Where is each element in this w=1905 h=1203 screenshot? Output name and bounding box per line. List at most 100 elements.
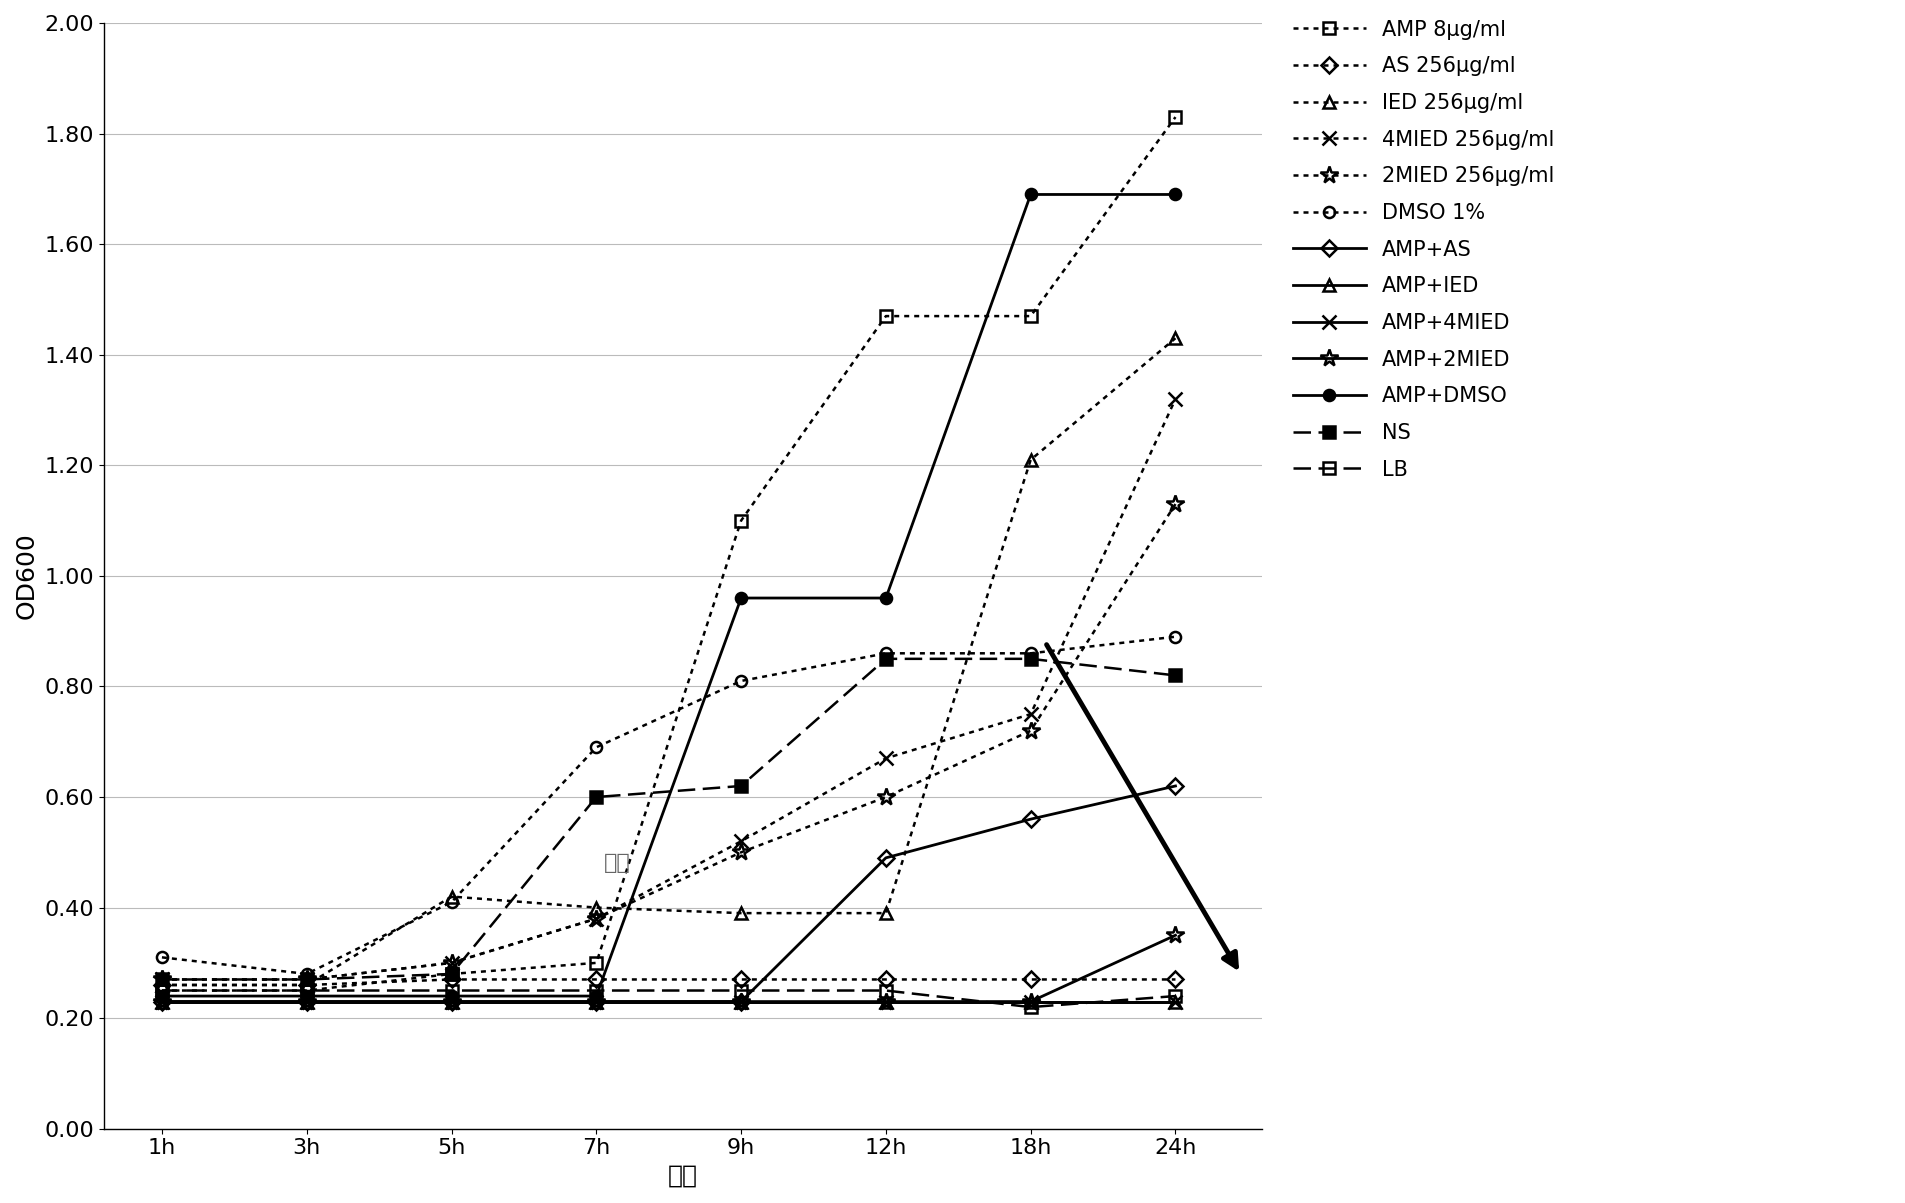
AMP+4MIED: [1164, 995, 1187, 1009]
LB: [1019, 1000, 1042, 1014]
Line: 4MIED 256μg/ml: 4MIED 256μg/ml: [154, 392, 1183, 986]
Line: AMP+DMSO: AMP+DMSO: [156, 189, 1181, 1002]
DMSO 1%: [1019, 646, 1042, 660]
AS 256μg/ml: [874, 972, 897, 986]
AS 256μg/ml: [295, 978, 318, 992]
AS 256μg/ml: [585, 972, 608, 986]
AMP+2MIED: [585, 995, 608, 1009]
AMP+2MIED: [1019, 995, 1042, 1009]
AMP+DMSO: [1164, 188, 1187, 202]
AMP+DMSO: [440, 989, 463, 1003]
Line: AMP 8μg/ml: AMP 8μg/ml: [156, 112, 1181, 996]
4MIED 256μg/ml: [585, 912, 608, 926]
AMP+DMSO: [730, 591, 752, 605]
IED 256μg/ml: [874, 906, 897, 920]
AS 256μg/ml: [1019, 972, 1042, 986]
AS 256μg/ml: [730, 972, 752, 986]
NS: [1164, 668, 1187, 682]
AMP+4MIED: [295, 995, 318, 1009]
Line: AS 256μg/ml: AS 256μg/ml: [156, 974, 1181, 990]
AMP+4MIED: [585, 995, 608, 1009]
DMSO 1%: [295, 967, 318, 982]
DMSO 1%: [585, 740, 608, 754]
Line: 2MIED 256μg/ml: 2MIED 256μg/ml: [152, 494, 1185, 989]
AMP+AS: [295, 995, 318, 1009]
4MIED 256μg/ml: [730, 834, 752, 848]
2MIED 256μg/ml: [874, 790, 897, 805]
DMSO 1%: [150, 950, 173, 965]
LB: [730, 983, 752, 997]
NS: [730, 778, 752, 793]
NS: [874, 652, 897, 666]
Line: AMP+AS: AMP+AS: [156, 781, 1181, 1007]
IED 256μg/ml: [150, 978, 173, 992]
Line: NS: NS: [156, 653, 1181, 985]
NS: [585, 790, 608, 805]
AMP+AS: [150, 995, 173, 1009]
DMSO 1%: [1164, 629, 1187, 644]
Line: LB: LB: [156, 985, 1181, 1013]
LB: [440, 983, 463, 997]
AMP+IED: [295, 995, 318, 1009]
Y-axis label: OD600: OD600: [15, 533, 38, 620]
AS 256μg/ml: [150, 978, 173, 992]
AMP+AS: [440, 995, 463, 1009]
AMP 8μg/ml: [585, 955, 608, 970]
4MIED 256μg/ml: [874, 751, 897, 765]
IED 256μg/ml: [1164, 331, 1187, 345]
AMP+AS: [1019, 812, 1042, 826]
AS 256μg/ml: [440, 972, 463, 986]
AMP 8μg/ml: [150, 983, 173, 997]
AMP+2MIED: [874, 995, 897, 1009]
AMP 8μg/ml: [730, 514, 752, 528]
Line: AMP+IED: AMP+IED: [156, 996, 1181, 1007]
X-axis label: 时间: 时间: [669, 1165, 699, 1189]
AS 256μg/ml: [1164, 972, 1187, 986]
AMP+DMSO: [1019, 188, 1042, 202]
DMSO 1%: [440, 895, 463, 909]
AMP+IED: [585, 995, 608, 1009]
LB: [874, 983, 897, 997]
AMP 8μg/ml: [295, 983, 318, 997]
Line: IED 256μg/ml: IED 256μg/ml: [156, 333, 1181, 990]
2MIED 256μg/ml: [440, 955, 463, 970]
AMP+2MIED: [295, 995, 318, 1009]
AMP+4MIED: [730, 995, 752, 1009]
LB: [295, 983, 318, 997]
AMP+DMSO: [150, 989, 173, 1003]
2MIED 256μg/ml: [1164, 497, 1187, 511]
Line: AMP+4MIED: AMP+4MIED: [154, 995, 1183, 1008]
DMSO 1%: [874, 646, 897, 660]
2MIED 256μg/ml: [730, 845, 752, 859]
AMP+4MIED: [874, 995, 897, 1009]
4MIED 256μg/ml: [295, 972, 318, 986]
NS: [1019, 652, 1042, 666]
AMP+4MIED: [150, 995, 173, 1009]
AMP+DMSO: [295, 989, 318, 1003]
AMP 8μg/ml: [1164, 109, 1187, 124]
NS: [150, 972, 173, 986]
IED 256μg/ml: [1019, 452, 1042, 467]
AMP+DMSO: [585, 989, 608, 1003]
2MIED 256μg/ml: [295, 972, 318, 986]
IED 256μg/ml: [585, 900, 608, 914]
DMSO 1%: [730, 674, 752, 688]
4MIED 256μg/ml: [150, 972, 173, 986]
AMP+AS: [874, 851, 897, 865]
AMP+IED: [874, 995, 897, 1009]
4MIED 256μg/ml: [1164, 392, 1187, 407]
AMP+2MIED: [730, 995, 752, 1009]
LB: [1164, 989, 1187, 1003]
LB: [150, 983, 173, 997]
Text: 时间: 时间: [604, 853, 631, 873]
AMP 8μg/ml: [1019, 309, 1042, 324]
AMP+4MIED: [1019, 995, 1042, 1009]
AMP+2MIED: [1164, 928, 1187, 942]
AMP+2MIED: [150, 995, 173, 1009]
AMP+IED: [1019, 995, 1042, 1009]
4MIED 256μg/ml: [1019, 707, 1042, 722]
2MIED 256μg/ml: [1019, 723, 1042, 737]
AMP+IED: [1164, 995, 1187, 1009]
AMP+IED: [730, 995, 752, 1009]
AMP 8μg/ml: [874, 309, 897, 324]
